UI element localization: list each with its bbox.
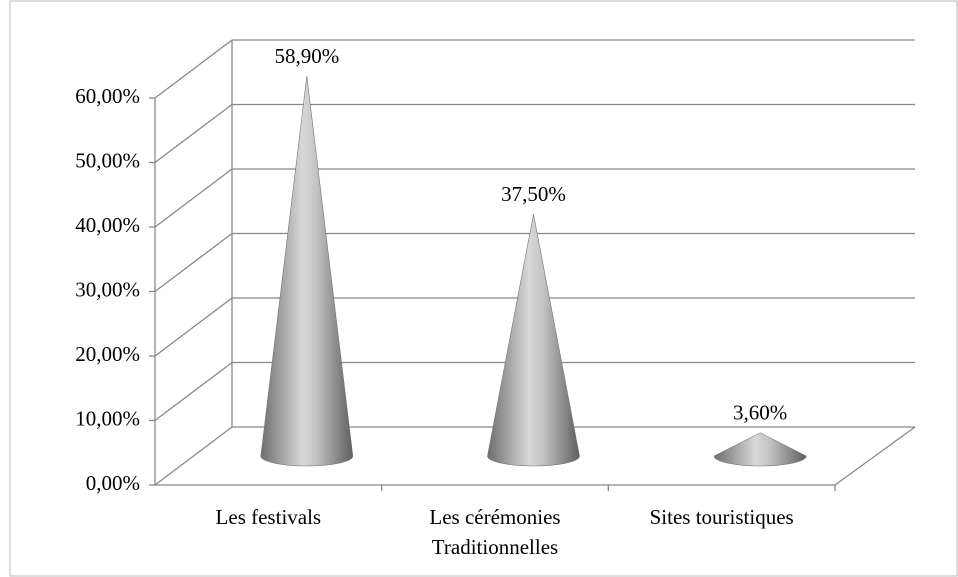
data-label: 3,60% — [733, 401, 787, 425]
grid-line — [154, 168, 233, 228]
grid-line — [154, 361, 233, 422]
y-tick-label: 50,00% — [75, 148, 140, 172]
x-tick-label: Les cérémonies Traditionnelles — [429, 505, 561, 559]
cone — [713, 432, 807, 467]
data-label: 58,90% — [274, 44, 339, 68]
cone — [487, 214, 580, 467]
y-tick-label: 60,00% — [75, 84, 140, 108]
grid-line — [154, 232, 233, 293]
data-label: 37,50% — [501, 182, 566, 206]
y-tick-label: 0,00% — [86, 471, 140, 495]
x-tick-label: Les festivals — [215, 505, 322, 529]
y-tick-label: 20,00% — [75, 342, 140, 366]
grid-line — [154, 39, 233, 99]
y-tick-label: 10,00% — [75, 406, 140, 430]
y-tick-label: 30,00% — [75, 277, 140, 301]
cone — [260, 76, 354, 467]
grid-line — [154, 426, 233, 486]
x-tick-label: Sites touristiques — [649, 505, 794, 529]
grid-line — [154, 297, 233, 357]
frame — [9, 0, 958, 577]
grid-line — [154, 103, 233, 164]
y-tick-label: 40,00% — [75, 213, 140, 237]
